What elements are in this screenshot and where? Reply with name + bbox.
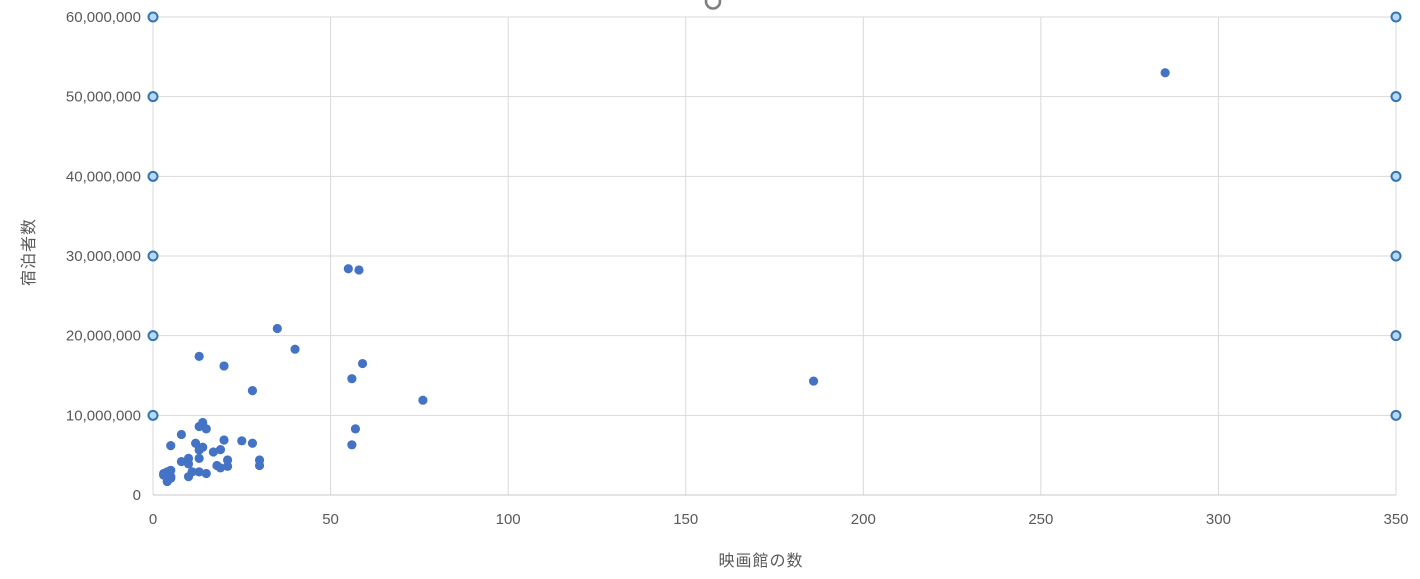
scatter-point[interactable] [215, 463, 226, 473]
x-tick-label: 300 [1206, 511, 1231, 528]
x-tick-label: 200 [851, 511, 876, 528]
scatter-point[interactable] [247, 386, 258, 396]
x-tick-label: 0 [149, 511, 157, 528]
scatter-point[interactable] [272, 323, 282, 334]
scatter-point[interactable] [347, 374, 357, 384]
scatter-point[interactable] [176, 456, 187, 467]
scatter-point[interactable] [219, 435, 229, 445]
scatter-point[interactable] [354, 265, 364, 275]
gridline-selection-handle[interactable] [147, 170, 159, 182]
scatter-point[interactable] [215, 444, 226, 455]
scatter-point[interactable] [194, 453, 204, 463]
scatter-point[interactable] [254, 460, 265, 471]
gridline-selection-handle[interactable] [147, 330, 159, 342]
scatter-point[interactable] [194, 445, 204, 455]
rotate-handle-icon[interactable] [704, 0, 722, 10]
gridline-selection-handle[interactable] [1390, 330, 1402, 342]
scatter-point[interactable] [176, 429, 187, 440]
y-tick-label: 50,000,000 [66, 89, 141, 106]
scatter-point[interactable] [808, 376, 819, 386]
scatter-point[interactable] [237, 436, 247, 446]
scatter-point[interactable] [222, 461, 233, 471]
scatter-point[interactable] [222, 455, 233, 465]
y-axis-title: 宿泊者数 [21, 217, 38, 287]
scatter-point[interactable] [194, 351, 204, 361]
scatter-point[interactable] [194, 467, 204, 477]
gridline-selection-handle[interactable] [147, 250, 159, 262]
scatter-point[interactable] [357, 358, 368, 369]
y-tick-label: 20,000,000 [66, 328, 141, 345]
y-tick-label: 60,000,000 [66, 9, 141, 26]
scatter-point[interactable] [201, 424, 211, 434]
gridline-selection-handle[interactable] [147, 11, 159, 23]
gridline-selection-handle[interactable] [1390, 91, 1402, 103]
scatter-point[interactable] [191, 438, 201, 448]
scatter-point[interactable] [201, 468, 211, 479]
gridline-selection-handle[interactable] [1390, 409, 1402, 421]
x-tick-label: 350 [1383, 511, 1408, 528]
scatter-point[interactable] [347, 440, 357, 450]
scatter-point[interactable] [166, 441, 176, 451]
scatter-point[interactable] [343, 264, 353, 274]
scatter-point[interactable] [350, 424, 361, 434]
scatter-point[interactable] [1160, 68, 1170, 78]
x-tick-label: 250 [1028, 511, 1053, 528]
gridline-selection-handle[interactable] [1390, 250, 1402, 262]
scatter-point[interactable] [194, 421, 204, 432]
scatter-point[interactable] [183, 472, 194, 482]
x-tick-label: 100 [496, 511, 521, 528]
scatter-point[interactable] [290, 344, 300, 354]
gridline-selection-handle[interactable] [147, 91, 159, 103]
y-tick-label: 0 [133, 487, 141, 504]
scatter-point[interactable] [219, 361, 229, 371]
scatter-point[interactable] [208, 447, 218, 457]
y-tick-label: 10,000,000 [66, 407, 141, 424]
scatter-point[interactable] [247, 438, 258, 448]
scatter-point[interactable] [418, 395, 428, 405]
x-tick-label: 150 [673, 511, 698, 528]
gridline-selection-handle[interactable] [1390, 170, 1402, 182]
y-tick-label: 40,000,000 [66, 168, 141, 185]
y-tick-label: 30,000,000 [66, 248, 141, 265]
scatter-point[interactable] [162, 476, 172, 487]
gridline-selection-handle[interactable] [147, 409, 159, 421]
scatter-point[interactable] [183, 459, 194, 469]
x-axis-title: 映画館の数 [718, 553, 804, 570]
x-tick-label: 50 [322, 511, 339, 528]
gridline-selection-handle[interactable] [1390, 11, 1402, 23]
